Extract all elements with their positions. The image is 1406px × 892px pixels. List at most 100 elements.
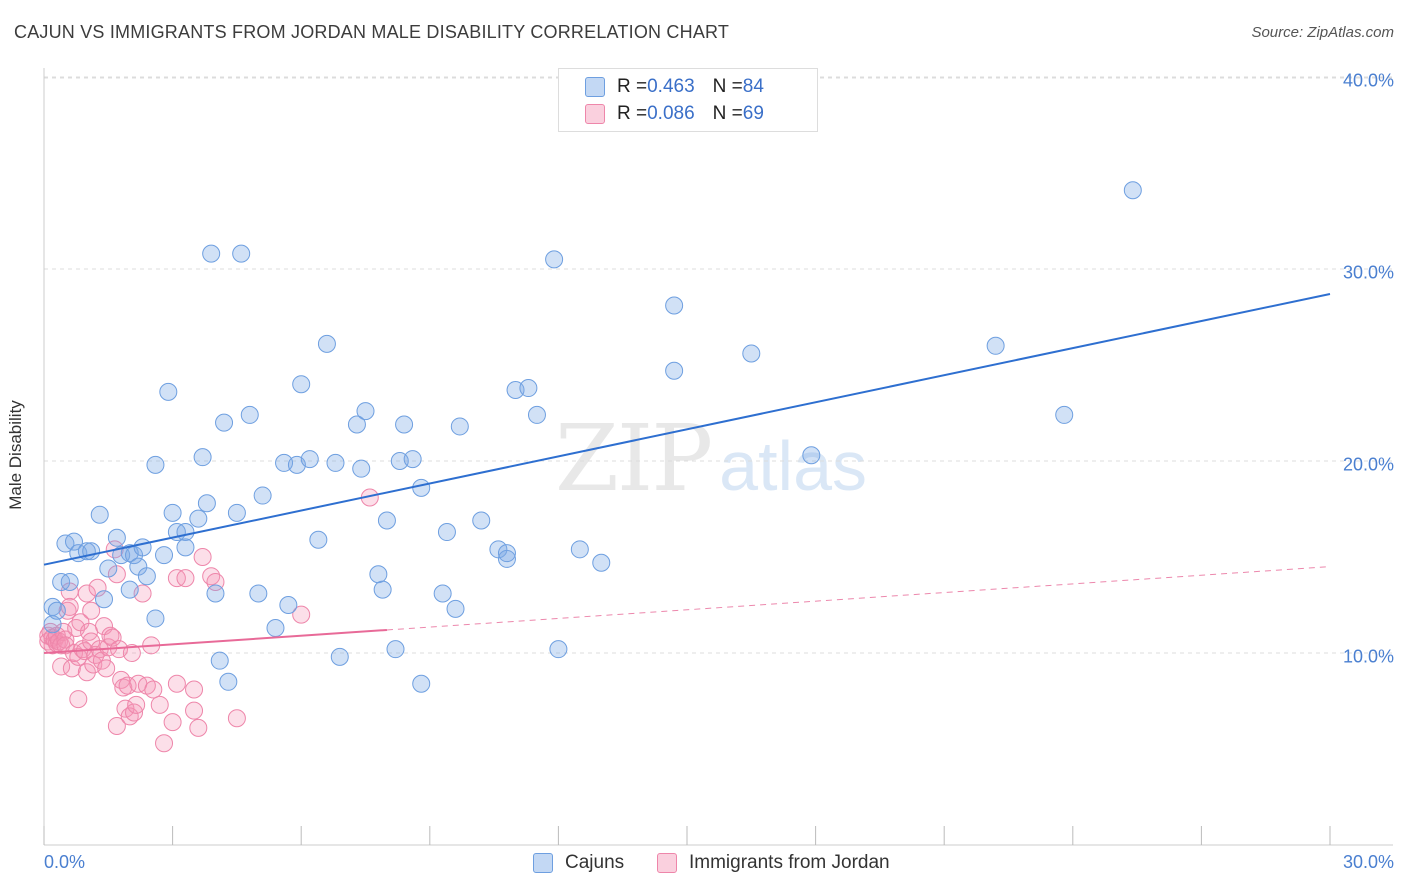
cajun-point bbox=[82, 542, 101, 561]
cajun-point bbox=[232, 244, 251, 263]
cajun-point bbox=[545, 250, 564, 269]
cajun-point bbox=[446, 599, 465, 618]
cajun-point bbox=[437, 523, 456, 542]
cajun-point bbox=[352, 459, 371, 478]
legend-n-label: N = bbox=[712, 103, 743, 124]
chart-title: CAJUN VS IMMIGRANTS FROM JORDAN MALE DIS… bbox=[14, 22, 730, 42]
cajun-point bbox=[395, 415, 414, 434]
cajun-point bbox=[47, 601, 66, 620]
jordan-point bbox=[56, 630, 75, 649]
cajun-swatch bbox=[585, 77, 605, 97]
jordan-trend-line-dashed bbox=[386, 566, 1331, 631]
cajun-point bbox=[497, 549, 516, 568]
cajun-point bbox=[377, 511, 396, 530]
cajun-swatch bbox=[533, 853, 553, 873]
y-tick-label: 40.0% bbox=[1342, 70, 1394, 91]
cajun-point bbox=[210, 651, 229, 670]
jordan-point bbox=[155, 734, 174, 753]
cajun-point bbox=[137, 567, 156, 586]
cajun-point bbox=[133, 538, 152, 557]
legend-cajuns-label: Cajuns bbox=[565, 852, 625, 873]
x-tick-label-min: 0.0% bbox=[44, 852, 86, 872]
jordan-point bbox=[125, 703, 144, 722]
jordan-swatch bbox=[585, 104, 605, 124]
legend-row-cajuns: R = 0.463 N = 84 bbox=[585, 75, 764, 99]
cajun-point bbox=[266, 619, 285, 638]
jordan-point bbox=[227, 709, 246, 728]
cajun-point bbox=[309, 530, 328, 549]
cajun-point bbox=[300, 450, 319, 469]
legend-r-label: R = bbox=[617, 103, 648, 124]
jordan-point bbox=[62, 659, 81, 678]
jordan-swatch bbox=[657, 853, 677, 873]
jordan-point bbox=[150, 695, 169, 714]
cajun-point bbox=[155, 546, 174, 565]
jordan-point bbox=[167, 674, 186, 693]
jordan-point bbox=[189, 718, 208, 737]
jordan-point bbox=[103, 628, 122, 647]
legend-row-jordan: R = 0.086 N = 69 bbox=[585, 102, 764, 126]
cajun-point bbox=[326, 453, 345, 472]
cajun-point bbox=[570, 540, 589, 559]
cajun-point bbox=[403, 450, 422, 469]
cajun-point bbox=[527, 405, 546, 424]
jordan-point bbox=[77, 663, 96, 682]
cajun-point bbox=[986, 336, 1005, 355]
correlation-legend: R = 0.463 N = 84 R = 0.086 N = 69 bbox=[558, 68, 818, 132]
cajun-point bbox=[107, 528, 126, 547]
jordan-point bbox=[107, 565, 126, 584]
legend-jordan-label: Immigrants from Jordan bbox=[689, 852, 890, 873]
cajun-point bbox=[253, 486, 272, 505]
cajun-point bbox=[412, 674, 431, 693]
jordan-point bbox=[193, 548, 212, 566]
y-tick-label: 20.0% bbox=[1342, 454, 1394, 475]
legend-n-label: N = bbox=[712, 76, 743, 97]
cajun-point bbox=[1123, 181, 1142, 200]
jordan-point bbox=[185, 701, 204, 720]
cajun-point bbox=[665, 296, 684, 315]
cajun-point bbox=[330, 647, 349, 666]
legend-item-cajuns[interactable]: Cajuns bbox=[533, 852, 624, 874]
cajun-point bbox=[90, 505, 109, 524]
cajun-point bbox=[227, 503, 246, 522]
cajun-point bbox=[549, 640, 568, 659]
cajun-point bbox=[176, 523, 195, 542]
cajun-point bbox=[386, 640, 405, 659]
cajun-point bbox=[219, 672, 238, 691]
cajun-point bbox=[120, 580, 139, 599]
legend-item-jordan[interactable]: Immigrants from Jordan bbox=[657, 852, 890, 874]
cajun-point bbox=[279, 596, 298, 614]
cajun-point bbox=[249, 584, 268, 603]
cajun-point bbox=[369, 565, 388, 584]
cajun-point bbox=[450, 417, 469, 436]
jordan-point bbox=[82, 601, 101, 620]
cajun-point bbox=[519, 379, 538, 398]
cajun-point bbox=[742, 344, 761, 363]
jordan-point bbox=[122, 644, 141, 662]
cajun-point bbox=[802, 446, 821, 465]
jordan-point bbox=[292, 605, 311, 624]
cajun-point bbox=[206, 584, 225, 603]
cajun-point bbox=[163, 503, 182, 522]
watermark-atlas: atlas bbox=[719, 427, 868, 505]
jordan-point bbox=[176, 569, 195, 588]
jordan-point bbox=[163, 713, 182, 732]
cajun-point bbox=[240, 405, 259, 424]
jordan-point bbox=[107, 716, 126, 735]
legend-r-value: 0.086 bbox=[647, 103, 695, 124]
legend-r-label: R = bbox=[617, 76, 648, 97]
cajun-point bbox=[60, 572, 79, 591]
cajun-point bbox=[347, 415, 366, 434]
cajun-point bbox=[176, 538, 195, 557]
cajun-point bbox=[215, 413, 234, 432]
cajun-point bbox=[373, 580, 392, 599]
cajun-point bbox=[146, 455, 165, 474]
cajun-point bbox=[159, 382, 178, 401]
jordan-point bbox=[185, 680, 204, 699]
y-tick-label: 30.0% bbox=[1342, 262, 1394, 283]
cajun-point bbox=[189, 509, 208, 528]
cajun-point bbox=[146, 609, 165, 628]
source-label: Source: ZipAtlas.com bbox=[1251, 24, 1394, 41]
cajun-point bbox=[193, 448, 212, 467]
